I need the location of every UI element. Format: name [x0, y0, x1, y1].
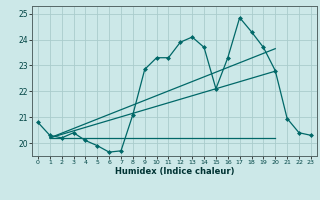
X-axis label: Humidex (Indice chaleur): Humidex (Indice chaleur)	[115, 167, 234, 176]
